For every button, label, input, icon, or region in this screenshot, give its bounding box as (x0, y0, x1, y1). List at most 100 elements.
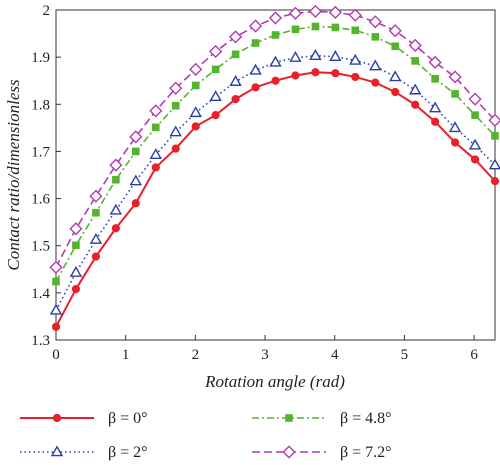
data-point (69, 265, 83, 277)
data-point (349, 53, 362, 65)
data-point (491, 132, 499, 140)
data-point (49, 260, 63, 274)
series-triangle (49, 49, 500, 315)
data-point (51, 322, 61, 331)
data-point (311, 22, 320, 31)
data-point (189, 106, 202, 118)
data-point (271, 76, 280, 85)
x-tick-label: 6 (470, 347, 478, 363)
y-axis-label: Contact ratio/dimensionless (4, 79, 23, 271)
y-tick-label: 1.4 (31, 286, 50, 302)
data-point (389, 70, 402, 82)
data-point (351, 26, 360, 35)
data-point (329, 50, 342, 61)
data-point (289, 50, 302, 62)
x-tick-label: 5 (401, 347, 409, 363)
data-point (269, 55, 282, 67)
data-point (72, 241, 80, 250)
x-tick-label: 3 (261, 347, 269, 363)
x-tick-label: 0 (52, 347, 60, 363)
legend-label: β = 2° (108, 444, 148, 461)
data-point (131, 199, 140, 208)
ticks-layer: 0 1 2 3 4 5 6 1.3 1.4 1.5 1.6 1.7 1.8 1.9 2 (31, 3, 478, 363)
data-point (209, 90, 222, 102)
data-point (488, 113, 500, 127)
data-point (151, 163, 160, 172)
data-point (92, 208, 100, 217)
data-point (348, 8, 362, 22)
data-point (131, 147, 140, 156)
data-point (229, 75, 242, 86)
data-point (470, 155, 480, 164)
data-point (69, 222, 83, 236)
data-point (488, 158, 500, 170)
data-point (112, 175, 120, 184)
data-point (291, 25, 300, 34)
data-point (428, 55, 442, 69)
data-point (191, 81, 200, 90)
data-point (231, 95, 240, 104)
data-point (91, 252, 101, 261)
data-point (109, 203, 123, 215)
series-layer (49, 4, 500, 331)
data-point (249, 63, 262, 75)
y-tick-label: 2 (43, 3, 51, 19)
x-tick-label: 4 (331, 347, 339, 363)
data-point (89, 232, 103, 244)
data-point (411, 100, 420, 109)
y-tick-label: 1.9 (31, 50, 50, 66)
data-point (408, 38, 422, 52)
data-point (411, 57, 420, 65)
data-point (231, 50, 240, 59)
data-point (251, 39, 260, 47)
data-point (71, 284, 81, 294)
data-point (169, 125, 182, 137)
data-point (228, 30, 243, 44)
data-point (109, 158, 123, 172)
data-point (89, 189, 103, 203)
data-point (451, 90, 459, 98)
y-tick-label: 1.6 (31, 192, 50, 208)
legend-label: β = 0° (108, 410, 148, 427)
data-point (331, 69, 340, 78)
data-point (328, 5, 342, 19)
x-axis-label: Rotation angle (rad) (204, 372, 345, 391)
data-point (490, 177, 500, 186)
legend-marker (50, 445, 64, 457)
data-point (388, 24, 402, 38)
data-point (209, 44, 223, 59)
data-point (351, 72, 360, 82)
data-point (371, 78, 380, 87)
data-point (171, 144, 180, 153)
x-tick-label: 2 (192, 347, 200, 363)
legend-marker (282, 445, 296, 459)
legend-item: β = 4.8° (252, 410, 392, 427)
data-point (428, 101, 442, 113)
data-point (450, 138, 460, 147)
legend-marker (52, 413, 62, 423)
data-point (371, 33, 380, 41)
plot-area: 0 1 2 3 4 5 6 1.3 1.4 1.5 1.6 1.7 1.8 1.9 2 (31, 3, 500, 363)
series-diamond (49, 4, 500, 274)
y-tick-label: 1.7 (31, 144, 50, 160)
data-point (251, 83, 260, 92)
data-point (309, 49, 322, 61)
data-point (149, 104, 163, 118)
y-tick-label: 1.5 (31, 239, 50, 255)
data-point (368, 15, 382, 29)
legend-marker (285, 414, 293, 422)
data-point (52, 277, 60, 286)
data-point (331, 23, 340, 32)
series-circle (51, 68, 500, 331)
data-point (431, 117, 440, 126)
data-point (49, 303, 63, 315)
data-point (171, 101, 180, 110)
data-point (129, 174, 142, 186)
data-point (409, 83, 422, 95)
data-point (189, 62, 203, 76)
y-tick-label: 1.3 (31, 333, 50, 349)
data-point (211, 65, 220, 74)
data-point (288, 6, 303, 20)
x-tick-label: 1 (122, 347, 130, 363)
data-point (151, 123, 160, 132)
